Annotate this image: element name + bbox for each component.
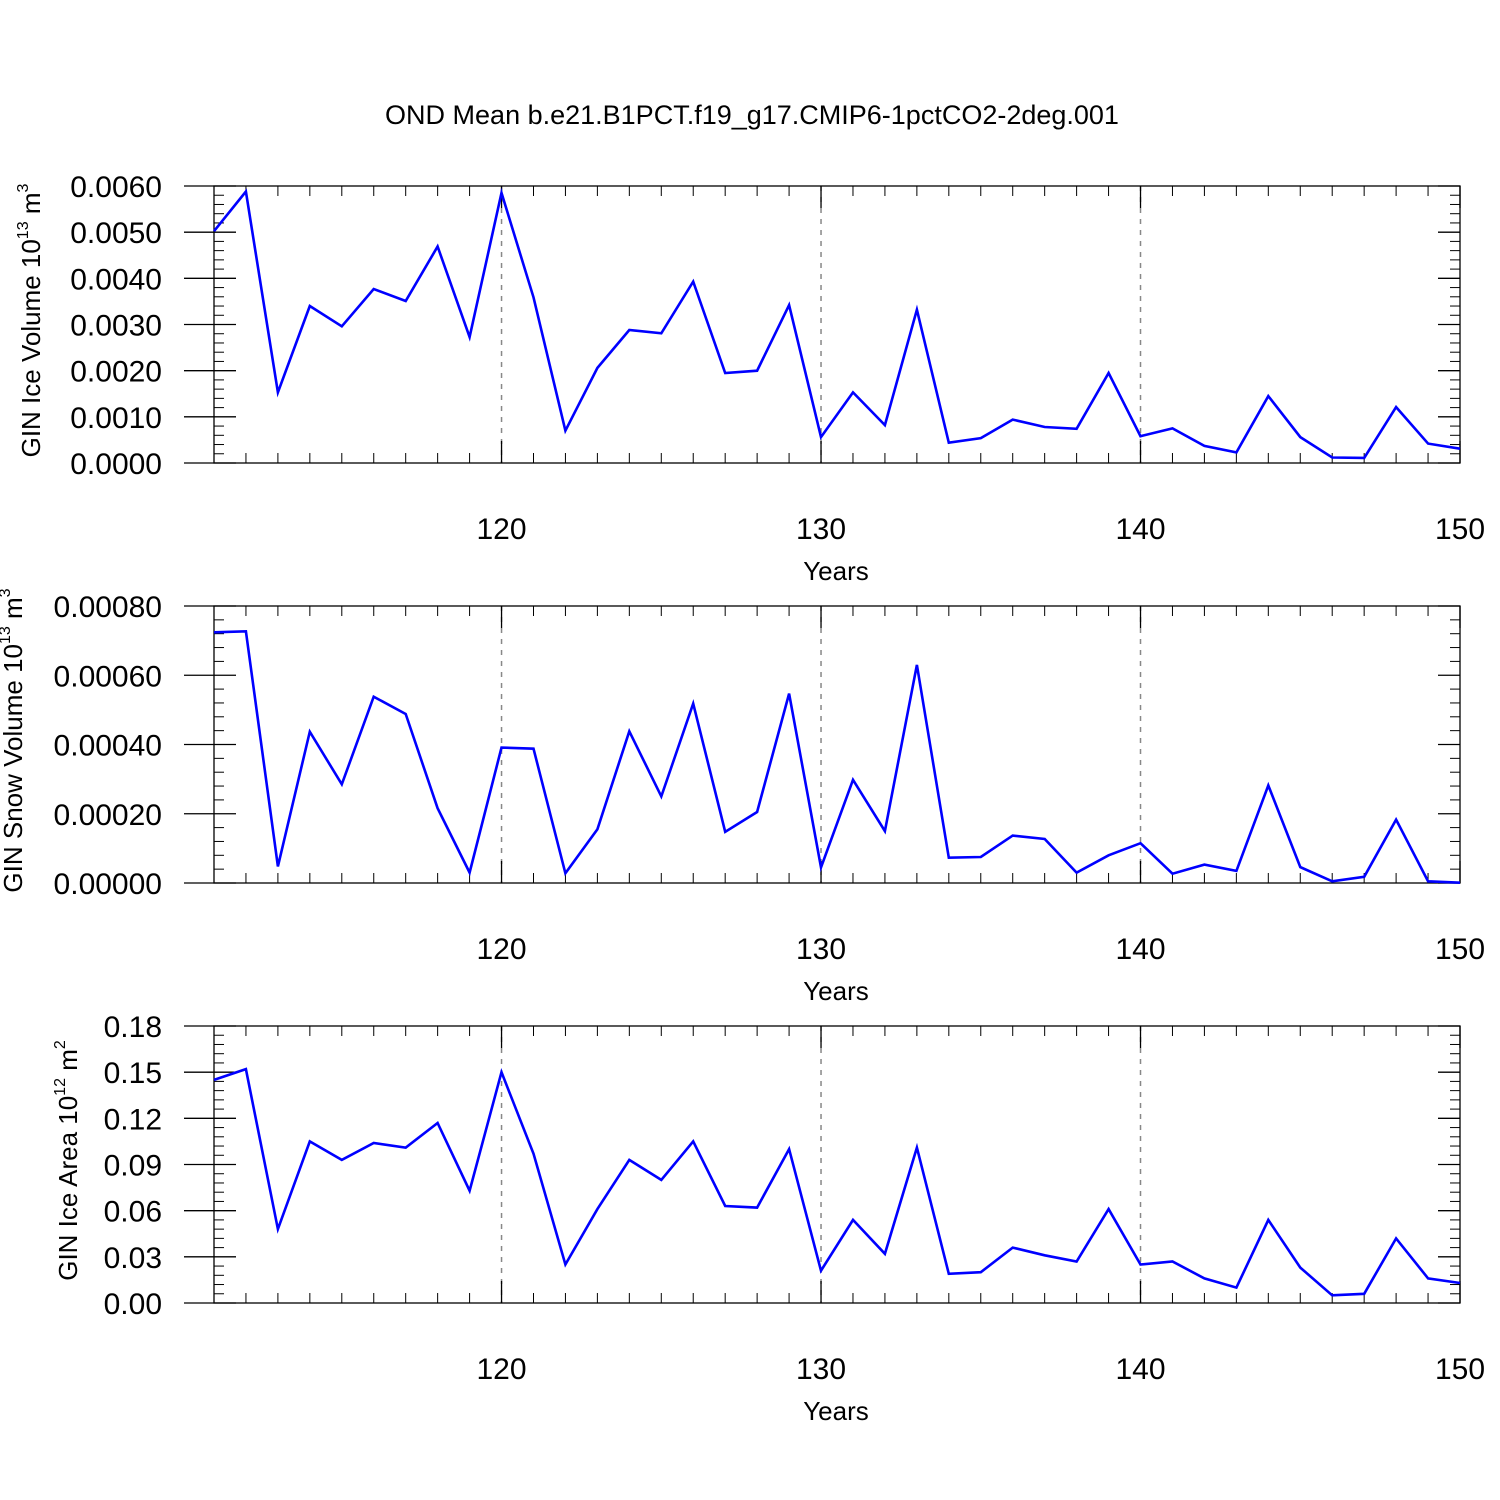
panel-3: 120 130 140 150 0.00 0.03 0.06 0.09 0.12 0.15 0.18… <box>52 1011 1485 1426</box>
panel-1: 120 130 140 150 0.0000 0.0010 0.0020 0.0030 0.00… <box>15 171 1485 586</box>
series-line <box>213 1067 1461 1297</box>
series-line <box>213 629 1461 884</box>
y-axis-label: GIN Snow Volume 1013 m3 <box>0 588 28 892</box>
ytick-label: 0.09 <box>104 1150 162 1183</box>
ytick-label: 0.00060 <box>54 660 162 693</box>
panels: 120 130 140 150 0.0000 0.0010 0.0020 0.0030 0.00… <box>0 171 1485 1426</box>
y-axis-label-unit: m <box>53 1049 83 1078</box>
ytick-label: 0.06 <box>104 1196 162 1229</box>
ytick-label: 0.03 <box>104 1242 162 1275</box>
plot-frame <box>213 605 1461 884</box>
y-axis-label-unit-exponent: 2 <box>52 1040 69 1049</box>
plot-frame <box>213 1025 1461 1304</box>
xtick-label: 120 <box>477 513 527 546</box>
xtick-label: 150 <box>1435 513 1485 546</box>
xtick-label: 140 <box>1115 1353 1165 1386</box>
series-line <box>212 187 1461 460</box>
chart-title: OND Mean b.e21.B1PCT.f19_g17.CMIP6-1pctC… <box>385 100 1119 130</box>
ytick-label: 0.18 <box>104 1011 162 1044</box>
ytick-label: 0.0040 <box>70 263 162 296</box>
plot-frame <box>213 185 1461 464</box>
ytick-label: 0.00040 <box>54 730 162 763</box>
y-axis-label-text: GIN Snow Volume 10 <box>0 644 28 893</box>
y-axis-label-unit-exponent: 3 <box>15 183 32 192</box>
panel-2: 120 130 140 150 0.00000 0.00020 0.00040 0.00060… <box>0 588 1485 1006</box>
ytick-label: 0.0010 <box>70 402 162 435</box>
x-axis-label: Years <box>803 556 869 586</box>
xtick-label: 130 <box>796 1353 846 1386</box>
x-axis-label: Years <box>803 1396 869 1426</box>
ytick-label: 0.0030 <box>70 310 162 343</box>
y-axis-label-exponent: 12 <box>52 1078 69 1096</box>
xtick-label: 120 <box>477 1353 527 1386</box>
y-axis-label-unit: m <box>0 597 28 626</box>
ytick-label: 0.00080 <box>54 591 162 624</box>
x-axis-label: Years <box>803 976 869 1006</box>
xtick-label: 140 <box>1115 933 1165 966</box>
ytick-label: 0.00 <box>104 1288 162 1321</box>
xtick-label: 130 <box>796 933 846 966</box>
y-axis-label-text: GIN Ice Volume 10 <box>16 239 46 457</box>
xtick-label: 140 <box>1115 513 1165 546</box>
y-axis-label-exponent: 13 <box>0 626 14 644</box>
xtick-label: 130 <box>796 513 846 546</box>
y-axis-label-exponent: 13 <box>15 221 32 239</box>
ytick-label: 0.12 <box>104 1103 162 1136</box>
ytick-label: 0.0020 <box>70 356 162 389</box>
ytick-label: 0.15 <box>104 1057 162 1090</box>
y-axis-label-text: GIN Ice Area 10 <box>53 1096 83 1281</box>
xtick-label: 150 <box>1435 933 1485 966</box>
y-axis-label-unit: m <box>16 192 46 221</box>
ytick-label: 0.00000 <box>54 868 162 901</box>
ytick-label: 0.0000 <box>70 448 162 481</box>
xtick-label: 150 <box>1435 1353 1485 1386</box>
ytick-label: 0.0060 <box>70 171 162 204</box>
y-axis-label-unit-exponent: 3 <box>0 588 14 597</box>
ytick-label: 0.0050 <box>70 217 162 250</box>
ytick-label: 0.00020 <box>54 799 162 832</box>
y-axis-label: GIN Ice Volume 1013 m3 <box>15 183 46 457</box>
xtick-label: 120 <box>477 933 527 966</box>
y-axis-label: GIN Ice Area 1012 m2 <box>52 1040 83 1281</box>
